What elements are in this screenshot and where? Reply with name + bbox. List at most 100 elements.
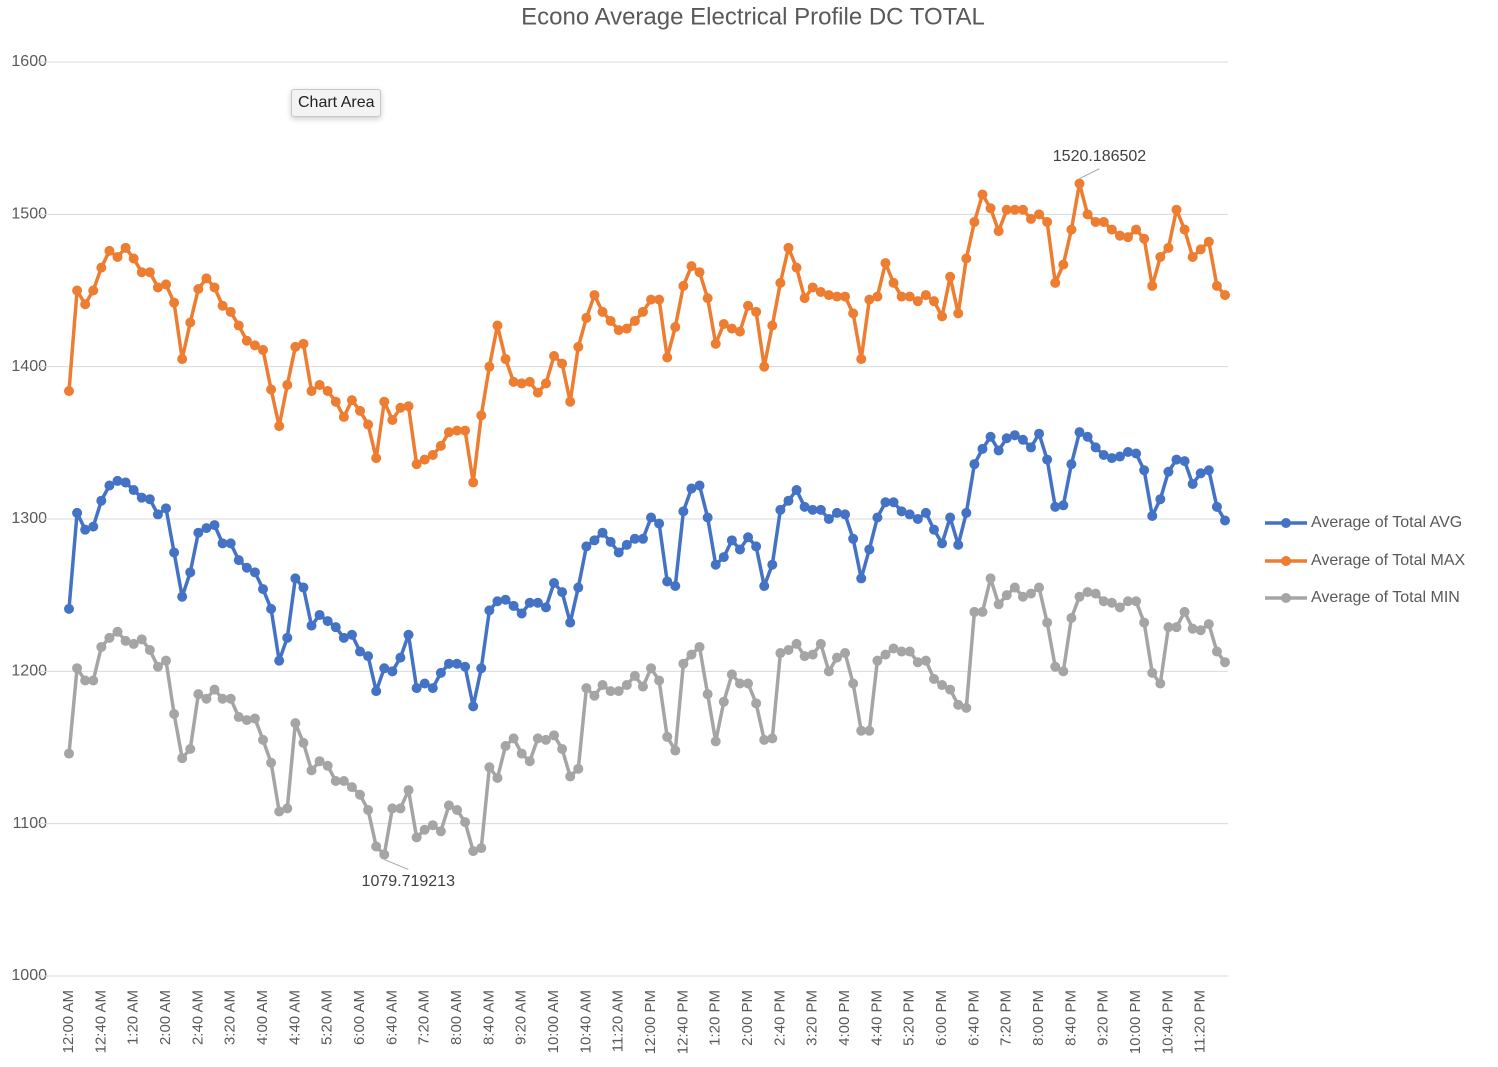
marker (888, 277, 899, 288)
marker (152, 509, 163, 520)
marker (1074, 178, 1085, 189)
marker (233, 555, 244, 566)
marker (831, 507, 842, 518)
marker (371, 453, 382, 464)
legend-marker (1281, 593, 1291, 603)
marker (209, 520, 220, 531)
marker (274, 655, 285, 666)
marker (629, 533, 640, 544)
marker (977, 443, 988, 454)
marker (411, 459, 422, 470)
marker (395, 402, 406, 413)
marker (1090, 588, 1101, 599)
marker (904, 509, 915, 520)
marker (120, 477, 131, 488)
marker (266, 603, 277, 614)
marker (815, 287, 826, 298)
marker (290, 718, 301, 729)
marker (961, 507, 972, 518)
marker (136, 634, 147, 645)
marker (880, 258, 891, 269)
marker (379, 396, 390, 407)
marker (1098, 216, 1109, 227)
marker (888, 643, 899, 654)
marker (540, 602, 551, 613)
marker (363, 804, 374, 815)
marker (476, 410, 487, 421)
marker (524, 756, 535, 767)
marker (1066, 224, 1077, 235)
x-tick-label: 8:00 PM (1030, 990, 1047, 1046)
legend-label: Average of Total MAX (1311, 552, 1465, 569)
marker (823, 514, 834, 524)
marker (161, 503, 172, 514)
marker (1195, 468, 1206, 479)
marker (193, 689, 204, 700)
marker (767, 559, 778, 570)
marker (452, 425, 463, 436)
marker (411, 683, 422, 694)
marker (734, 544, 745, 555)
tooltip: Chart Area (291, 89, 382, 117)
marker (872, 655, 883, 666)
marker (508, 733, 519, 744)
marker (322, 386, 333, 397)
marker (807, 504, 818, 515)
marker (346, 782, 357, 793)
marker (1171, 454, 1182, 465)
marker (128, 253, 139, 264)
marker (686, 649, 697, 660)
marker (1042, 454, 1053, 465)
marker (387, 803, 398, 814)
marker (823, 666, 834, 677)
marker (460, 817, 471, 828)
marker (710, 736, 721, 747)
marker (726, 669, 737, 680)
marker (1009, 430, 1020, 441)
marker (928, 673, 939, 684)
marker (1017, 204, 1028, 215)
marker (338, 411, 349, 422)
marker (314, 609, 325, 620)
marker (1098, 596, 1109, 607)
marker (597, 527, 608, 538)
marker (880, 649, 891, 660)
marker (136, 492, 147, 503)
marker (177, 591, 188, 602)
marker (549, 577, 560, 588)
marker (476, 843, 487, 854)
x-tick-label: 9:20 PM (1095, 990, 1112, 1046)
marker (920, 507, 931, 518)
x-tick-label: 6:00 AM (351, 990, 368, 1045)
marker (565, 396, 576, 407)
x-tick-label: 4:00 AM (254, 990, 271, 1045)
x-tick-label: 11:20 AM (610, 990, 627, 1052)
marker (330, 776, 341, 787)
marker (72, 285, 83, 296)
marker (920, 290, 931, 301)
marker (128, 485, 139, 496)
marker (775, 277, 786, 288)
marker (678, 658, 689, 669)
x-tick-label: 6:40 AM (383, 990, 400, 1045)
marker (492, 596, 503, 607)
marker (581, 312, 592, 323)
marker (1187, 623, 1198, 634)
marker (266, 384, 277, 395)
marker (557, 587, 568, 598)
data-label: 1520.186502 (1053, 148, 1147, 165)
marker (678, 280, 689, 291)
y-tick-label: 1300 (11, 510, 47, 527)
marker (419, 678, 430, 689)
marker (532, 387, 543, 398)
marker (468, 846, 479, 857)
marker (282, 379, 293, 390)
marker (629, 670, 640, 681)
marker (1187, 478, 1198, 489)
marker (96, 641, 107, 652)
marker (80, 675, 91, 686)
x-tick-label: 8:40 AM (480, 990, 497, 1045)
marker (969, 216, 980, 227)
marker (961, 702, 972, 713)
marker (120, 635, 131, 646)
